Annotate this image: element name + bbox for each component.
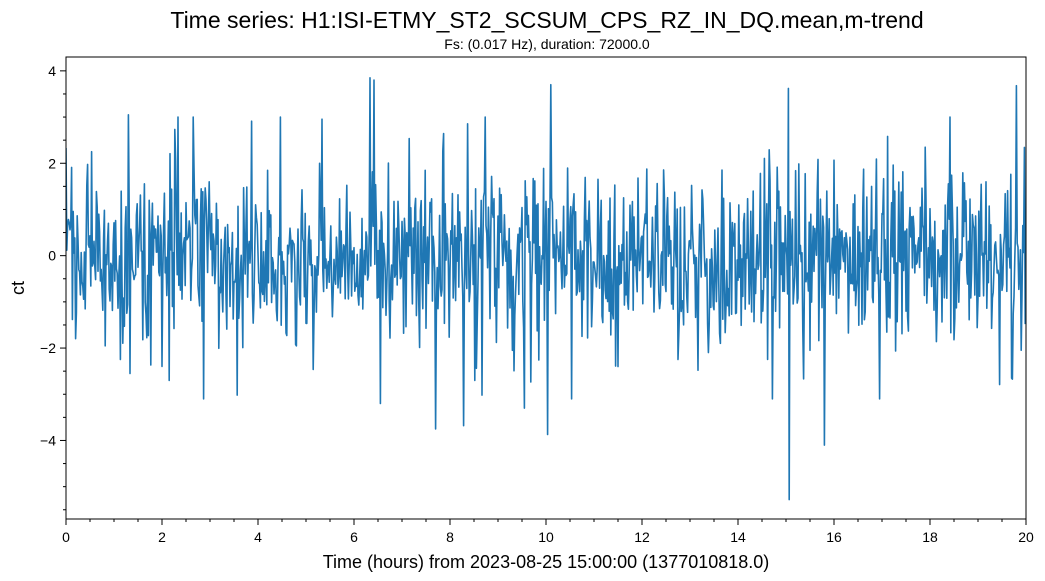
x-tick-label: 4 (254, 529, 262, 545)
chart-title: Time series: H1:ISI-ETMY_ST2_SCSUM_CPS_R… (170, 7, 923, 33)
x-tick-label: 20 (1018, 529, 1034, 545)
x-axis: 0 2 4 6 8 10 12 14 16 18 20 (62, 519, 1034, 545)
x-tick-label: 18 (922, 529, 938, 545)
x-tick-label: 12 (634, 529, 650, 545)
x-tick-label: 10 (538, 529, 554, 545)
y-tick-label: 0 (48, 248, 56, 264)
chart-subtitle: Fs: (0.017 Hz), duration: 72000.0 (444, 36, 650, 52)
x-tick-label: 8 (446, 529, 454, 545)
x-tick-label: 6 (350, 529, 358, 545)
x-tick-label: 14 (730, 529, 746, 545)
x-tick-label: 16 (826, 529, 842, 545)
y-tick-label: −4 (40, 432, 56, 448)
x-tick-label: 0 (62, 529, 70, 545)
plot-area (66, 76, 1026, 501)
y-tick-label: 2 (48, 155, 56, 171)
x-tick-label: 2 (158, 529, 166, 545)
y-tick-label: 4 (48, 63, 56, 79)
x-axis-label: Time (hours) from 2023-08-25 15:00:00 (1… (323, 552, 770, 572)
y-tick-label: −2 (40, 340, 56, 356)
series-line (66, 76, 1026, 501)
y-axis: −4 −2 0 2 4 (40, 63, 66, 511)
y-axis-label: ct (8, 281, 28, 295)
